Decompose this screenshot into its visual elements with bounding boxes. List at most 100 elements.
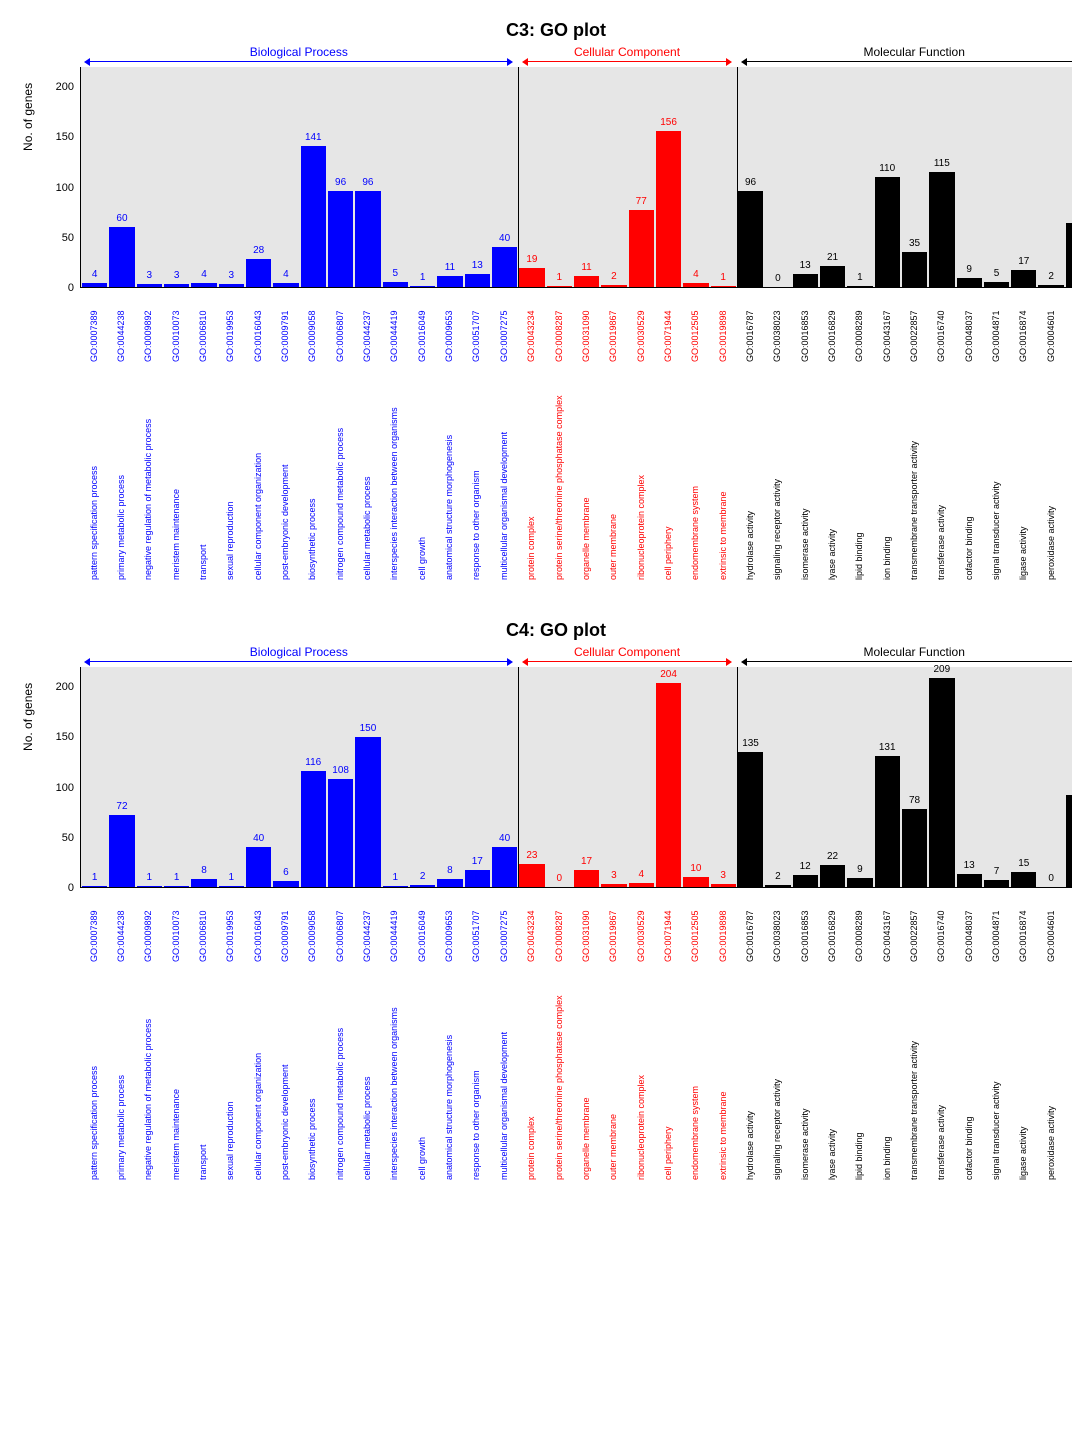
go-id-label: GO:0009653 — [444, 892, 454, 962]
bar-value: 5 — [994, 268, 1000, 279]
x-tick-column: GO:0009791post-embryonic development — [271, 288, 298, 580]
bar: 19 — [519, 268, 544, 287]
x-tick-column: GO:0044419interspecies interaction betwe… — [381, 288, 408, 580]
go-desc-label: cellular metabolic process — [362, 970, 372, 1180]
go-desc-label: transport — [198, 370, 208, 580]
bar: 1 — [137, 886, 162, 887]
x-tick-column: GO:0004871signal transducer activity — [982, 288, 1009, 580]
y-tick: 200 — [56, 681, 74, 693]
bar: 131 — [875, 756, 900, 887]
go-desc-label: signaling receptor activity — [772, 970, 782, 1180]
go-desc-label: ribonucleoprotein complex — [636, 370, 646, 580]
x-tick-column: GO:0016491oxidoreductase activity — [1064, 288, 1072, 580]
bar-value: 40 — [499, 233, 510, 244]
group-header: Biological ProcessCellular ComponentMole… — [80, 645, 1072, 667]
group-separator — [737, 667, 738, 887]
chart-title: C3: GO plot — [20, 20, 1072, 41]
go-id-label: GO:0051707 — [471, 892, 481, 962]
go-id-label: GO:0007389 — [89, 892, 99, 962]
group-arrow — [90, 661, 507, 662]
bar-value: 7 — [994, 866, 1000, 877]
group-header: Biological ProcessCellular ComponentMole… — [80, 45, 1072, 67]
x-tick-column: GO:0006810transport — [189, 288, 216, 580]
bar-value: 1 — [556, 272, 562, 283]
bar: 209 — [929, 678, 954, 887]
x-tick-column: GO:0048037cofactor binding — [955, 888, 982, 1180]
bar: 4 — [191, 283, 216, 287]
go-desc-label: extrinsic to membrane — [718, 970, 728, 1180]
x-tick-column: GO:0012505endomembrane system — [682, 888, 709, 1180]
bar-value: 108 — [332, 765, 349, 776]
bar-value: 2 — [611, 271, 617, 282]
y-tick: 50 — [62, 232, 74, 244]
bar: 115 — [929, 172, 954, 287]
bar-value: 8 — [447, 865, 453, 876]
bar-value: 96 — [362, 177, 373, 188]
bar-value: 40 — [499, 833, 510, 844]
go-id-label: GO:0009892 — [143, 292, 153, 362]
bar: 21 — [820, 266, 845, 287]
go-desc-label: cellular component organization — [253, 970, 263, 1180]
go-desc-label: cell periphery — [663, 370, 673, 580]
go-id-label: GO:0012505 — [690, 292, 700, 362]
bar-value: 17 — [581, 856, 592, 867]
bar-value: 12 — [800, 861, 811, 872]
bar: 96 — [328, 191, 353, 287]
go-desc-label: transport — [198, 970, 208, 1180]
go-desc-label: cell periphery — [663, 970, 673, 1180]
bar-value: 4 — [201, 269, 207, 280]
bar: 13 — [465, 274, 490, 287]
bar-value: 11 — [581, 262, 591, 273]
go-desc-label: ion binding — [882, 370, 892, 580]
go-id-label: GO:0019867 — [608, 892, 618, 962]
go-desc-label: organelle membrane — [581, 970, 591, 1180]
x-tick-column: GO:0043167ion binding — [873, 888, 900, 1180]
bar-value: 2 — [775, 871, 781, 882]
go-id-label: GO:0016829 — [827, 292, 837, 362]
bar: 17 — [1011, 270, 1036, 287]
bars-container: 4603343284141969651111340191112771564196… — [81, 67, 1072, 287]
go-id-label: GO:0019953 — [225, 892, 235, 962]
plot-panel: 4603343284141969651111340191112771564196… — [80, 67, 1072, 288]
x-axis: GO:0007389pattern specification processG… — [80, 888, 1072, 1180]
x-axis: GO:0007389pattern specification processG… — [80, 288, 1072, 580]
go-plot-chart: C4: GO plotBiological ProcessCellular Co… — [20, 620, 1072, 1180]
bar-value: 22 — [827, 851, 838, 862]
plot-area: No. of genes0501001502004603343284141969… — [20, 67, 1072, 288]
bar-value: 13 — [800, 260, 811, 271]
go-desc-label: protein complex — [526, 370, 536, 580]
go-id-label: GO:0004871 — [991, 892, 1001, 962]
go-desc-label: cell growth — [417, 370, 427, 580]
go-id-label: GO:0043167 — [882, 292, 892, 362]
group-label: Biological Process — [80, 645, 518, 659]
go-desc-label: ion binding — [882, 970, 892, 1180]
x-tick-column: GO:0006807nitrogen compound metabolic pr… — [326, 888, 353, 1180]
x-tick-column: GO:0009892negative regulation of metabol… — [135, 288, 162, 580]
bar: 2 — [765, 885, 790, 887]
y-tick: 100 — [56, 182, 74, 194]
x-tick-column: GO:0022857transmembrane transporter acti… — [900, 888, 927, 1180]
go-desc-label: post-embryonic development — [280, 370, 290, 580]
bar-value: 10 — [690, 863, 701, 874]
go-desc-label: signal transducer activity — [991, 970, 1001, 1180]
x-tick-column: GO:0031090 organelle membrane — [572, 888, 599, 1180]
x-tick-column: GO:0016829lyase activity — [818, 288, 845, 580]
bar-value: 5 — [392, 268, 398, 279]
bar: 9 — [847, 878, 872, 887]
go-id-label: GO:0006807 — [335, 292, 345, 362]
go-id-label: GO:0031090 — [581, 892, 591, 962]
y-tick: 0 — [68, 282, 74, 294]
go-id-label: GO:0004601 — [1046, 892, 1056, 962]
x-tick-column: GO:0010073meristem maintenance — [162, 288, 189, 580]
go-desc-label: sexual reproduction — [225, 370, 235, 580]
bar: 11 — [574, 276, 599, 287]
go-desc-label: isomerase activity — [800, 970, 810, 1180]
go-id-label: GO:0044238 — [116, 292, 126, 362]
x-tick-column: GO:0043167 ion binding — [873, 288, 900, 580]
bar: 72 — [109, 815, 134, 887]
go-id-label: GO:0022857 — [909, 292, 919, 362]
go-id-label: GO:0008289 — [854, 892, 864, 962]
go-id-label: GO:0071944 — [663, 892, 673, 962]
go-id-label: GO:0007275 — [499, 292, 509, 362]
bar-value: 17 — [1018, 256, 1029, 267]
